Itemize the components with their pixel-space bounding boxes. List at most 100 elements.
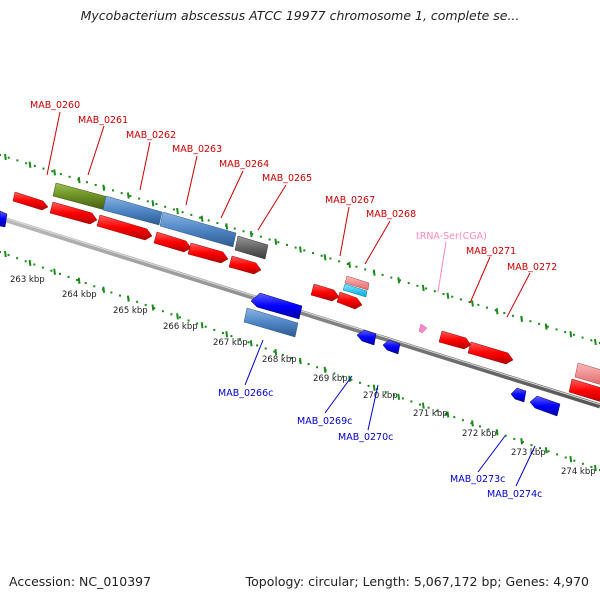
gene-label-tRNA-Ser[interactable]: tRNA-Ser(CGA) xyxy=(416,231,487,242)
lower-guide-dot xyxy=(453,416,456,419)
upper-guide-dot xyxy=(512,314,514,317)
lower-guide-dot xyxy=(170,313,173,316)
upper-guide-dot xyxy=(51,170,54,173)
gene-block-MAB_0268-pink[interactable] xyxy=(344,275,370,291)
gene-label-MAB_0266c[interactable]: MAB_0266c xyxy=(218,388,273,399)
gene-label-MAB_0272[interactable]: MAB_0272 xyxy=(507,262,557,273)
gene-label-MAB_0261[interactable]: MAB_0261 xyxy=(78,115,128,126)
gene-arrow-MAB_0268[interactable] xyxy=(336,291,363,310)
lower-guide-tick xyxy=(299,357,302,365)
lower-guide-dot xyxy=(204,325,207,328)
lower-guide-dot xyxy=(384,391,387,394)
gene-block-MAB_0262[interactable] xyxy=(159,211,237,248)
gene-label-MAB_0269c[interactable]: MAB_0269c xyxy=(297,416,352,427)
upper-guide-dot xyxy=(86,181,88,184)
gene-block-MAB_0264-grey[interactable] xyxy=(234,235,269,260)
gene-label-MAB_0270c[interactable]: MAB_0270c xyxy=(338,432,393,443)
upper-guide-dot xyxy=(172,208,175,211)
upper-guide-dot xyxy=(294,246,297,249)
gene-arrow-MAB_0274c[interactable] xyxy=(529,395,561,417)
gene-arrow-MAB_0270c[interactable] xyxy=(382,339,401,355)
upper-guide-dot xyxy=(138,197,141,200)
gene-label-MAB_0262[interactable]: MAB_0262 xyxy=(126,130,176,141)
scale-label-265: 265 kbp xyxy=(113,306,148,316)
gene-block-right-pink[interactable] xyxy=(574,362,600,385)
lower-guide-tick xyxy=(274,348,278,356)
upper-guide-dot xyxy=(94,184,97,186)
upper-guide-dot xyxy=(381,273,384,276)
lower-guide-dot xyxy=(59,272,61,275)
gene-arrow-MAB_0269c[interactable] xyxy=(356,329,377,346)
scale-label-267: 267 kbp xyxy=(213,338,248,348)
upper-guide-tick xyxy=(520,315,523,323)
upper-guide-dot xyxy=(164,205,167,208)
upper-guide-tick xyxy=(77,176,81,184)
lower-guide-dot xyxy=(581,462,584,465)
gene-arrow-MAB_0267[interactable] xyxy=(310,283,340,302)
lower-guide-dot xyxy=(316,366,319,369)
upper-guide-dot xyxy=(251,233,254,235)
upper-guide-dot xyxy=(459,298,462,301)
lower-guide-dot xyxy=(196,322,199,325)
leader-MAB_0272 xyxy=(506,272,531,318)
upper-guide-dot xyxy=(120,192,123,195)
upper-guide-dot xyxy=(477,303,480,306)
forward-strand-genes xyxy=(12,182,600,403)
gene-block-MAB_0266c[interactable] xyxy=(243,307,299,338)
lower-guide-tick xyxy=(372,384,376,391)
upper-guide-dot xyxy=(572,333,575,336)
track-guides xyxy=(0,153,600,472)
lower-guide-dot xyxy=(487,428,490,431)
gene-arrow-MAB_0263[interactable] xyxy=(153,231,192,253)
lower-guide-dot xyxy=(419,403,421,406)
lower-guide-dot xyxy=(264,347,267,350)
gene-arrow-MAB_0264[interactable] xyxy=(187,242,229,264)
leader-MAB_0265 xyxy=(257,184,287,231)
gene-block-MAB_0261[interactable] xyxy=(102,195,163,226)
trna-Ser-CGA[interactable] xyxy=(418,323,428,334)
lower-guide-dot xyxy=(436,409,439,412)
kbp-scale: 263 kbp 264 kbp 265 kbp 266 kbp 267 kbp … xyxy=(10,275,596,477)
gene-label-MAB_0264[interactable]: MAB_0264 xyxy=(219,159,269,170)
lower-guide-dot xyxy=(7,254,10,257)
upper-guide-dot xyxy=(68,175,71,178)
lower-guide-dot xyxy=(179,316,181,319)
lower-guide-dot xyxy=(573,459,576,462)
gene-block-MAB_0268-cyan[interactable] xyxy=(342,283,368,298)
gene-label-MAB_0268[interactable]: MAB_0268 xyxy=(366,209,416,220)
upper-guide-dot xyxy=(312,252,314,255)
gene-arrow-MAB_0265[interactable] xyxy=(228,255,262,275)
upper-guide-dot xyxy=(425,287,428,290)
gene-label-MAB_0263[interactable]: MAB_0263 xyxy=(172,144,222,155)
upper-guide-dot xyxy=(355,265,358,268)
lower-guide-dot xyxy=(359,381,361,384)
gene-label-MAB_0267[interactable]: MAB_0267 xyxy=(325,195,375,206)
gene-arrow-rev-left-edge[interactable] xyxy=(0,210,8,228)
gene-arrow-right-edge[interactable] xyxy=(568,378,600,403)
gene-label-MAB_0265[interactable]: MAB_0265 xyxy=(262,173,312,184)
gene-label-MAB_0271[interactable]: MAB_0271 xyxy=(466,246,516,257)
gene-arrow-MAB_0260[interactable] xyxy=(49,201,98,225)
gene-label-MAB_0260[interactable]: MAB_0260 xyxy=(30,100,80,111)
upper-guide-tick xyxy=(102,184,106,191)
gene-arrow-fwd-left[interactable] xyxy=(12,191,49,211)
upper-guide-dot xyxy=(451,295,454,298)
lower-guide-dot xyxy=(547,450,550,453)
gene-arrow-MAB_0273c[interactable] xyxy=(510,387,527,403)
gene-arrow-MAB_0271[interactable] xyxy=(438,330,472,350)
lower-guide-dot xyxy=(41,266,44,269)
lower-guide-dot xyxy=(333,372,336,375)
gene-label-MAB_0273c[interactable]: MAB_0273c xyxy=(450,474,505,485)
lower-guide-tick xyxy=(397,393,401,400)
lower-guide-dot xyxy=(221,332,224,334)
lower-guide-tick xyxy=(495,429,499,436)
gene-arrow-MAB_0262[interactable] xyxy=(96,214,153,241)
gene-arrow-MAB_0266c[interactable] xyxy=(250,292,303,320)
gene-label-MAB_0274c[interactable]: MAB_0274c xyxy=(487,489,542,500)
upper-guide-tick xyxy=(151,200,155,207)
lower-guide-tick xyxy=(28,259,32,267)
gene-arrow-MAB_0272[interactable] xyxy=(467,341,514,365)
lower-guide-dot xyxy=(33,263,36,266)
leader-MAB_0274c xyxy=(515,445,536,487)
